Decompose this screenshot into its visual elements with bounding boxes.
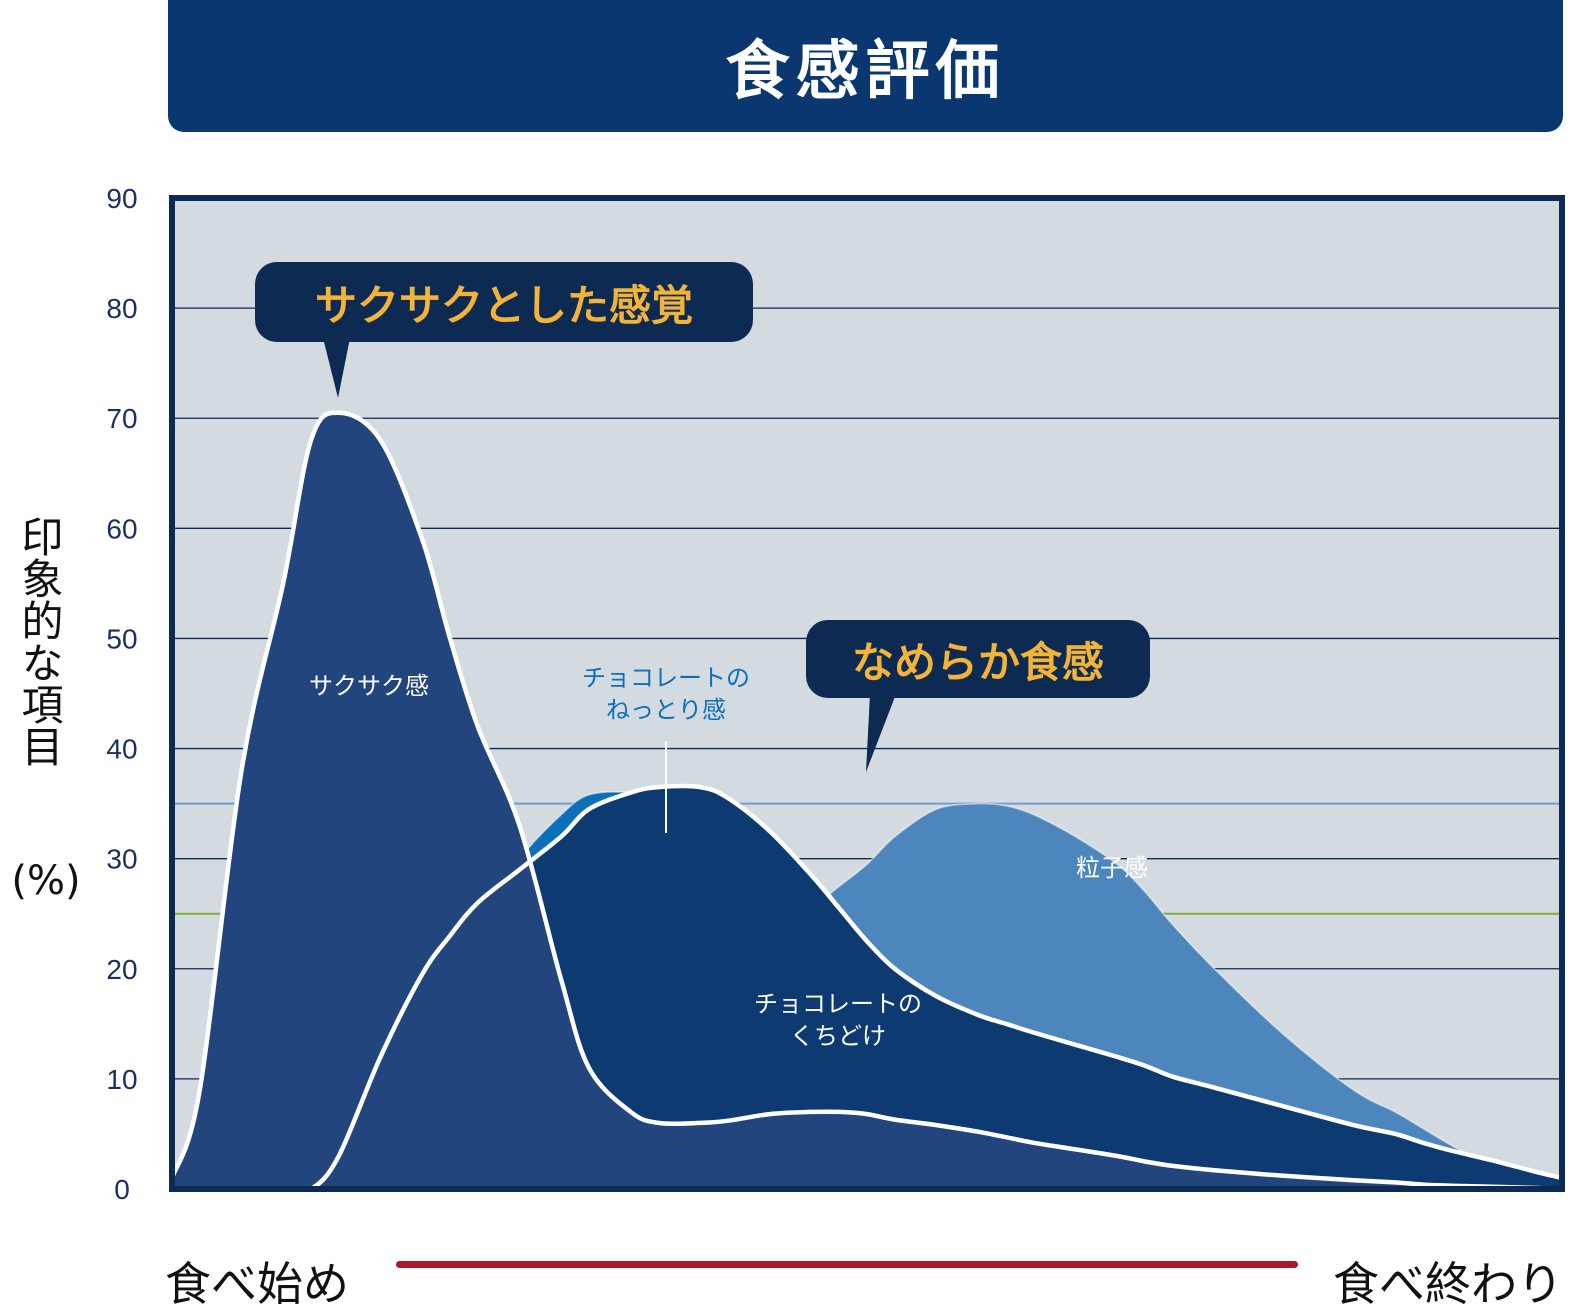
x-axis-end-label: 食べ終わり bbox=[1333, 1257, 1563, 1311]
x-axis-arrow bbox=[396, 1261, 1298, 1268]
chart-title: 食感評価 bbox=[725, 34, 1006, 109]
series-label: くちどけ bbox=[790, 1022, 886, 1050]
y-tick-label: 30 bbox=[106, 844, 137, 875]
y-axis-label: 印象的な項目 bbox=[15, 515, 64, 767]
series-label: チョコレートの bbox=[582, 664, 750, 692]
title-bar: 食感評価 bbox=[168, 0, 1563, 132]
y-tick-label: 20 bbox=[106, 954, 137, 985]
series-label: ねっとり感 bbox=[606, 696, 726, 724]
y-tick-label: 60 bbox=[106, 513, 137, 544]
callout-smooth-text: なめらか食感 bbox=[851, 637, 1104, 687]
series-highlight-line bbox=[172, 783, 1563, 1194]
y-tick-label: 40 bbox=[106, 734, 137, 765]
y-tick-label: 10 bbox=[106, 1064, 137, 1095]
y-tick-label: 80 bbox=[106, 293, 137, 324]
y-tick-label: 90 bbox=[106, 183, 137, 214]
series-label: サクサク感 bbox=[309, 672, 429, 700]
callout-crispy: サクサクとした感覚 bbox=[255, 262, 753, 342]
y-tick-label: 70 bbox=[106, 403, 137, 434]
x-axis-start-label: 食べ始め bbox=[165, 1257, 349, 1311]
y-tick-label: 0 bbox=[114, 1174, 130, 1205]
callout-crispy-text: サクサクとした感覚 bbox=[314, 280, 693, 330]
callout-pointer bbox=[323, 338, 350, 398]
series-label: チョコレートの bbox=[754, 990, 922, 1018]
plot-frame bbox=[169, 195, 1565, 1192]
y-axis-unit: (%) bbox=[11, 858, 81, 904]
series-label: 粒子感 bbox=[1076, 854, 1148, 882]
series-highlight-line bbox=[169, 410, 1563, 1192]
callout-pointer bbox=[866, 694, 896, 772]
callout-smooth: なめらか食感 bbox=[806, 620, 1150, 698]
y-tick-label: 50 bbox=[106, 623, 137, 654]
